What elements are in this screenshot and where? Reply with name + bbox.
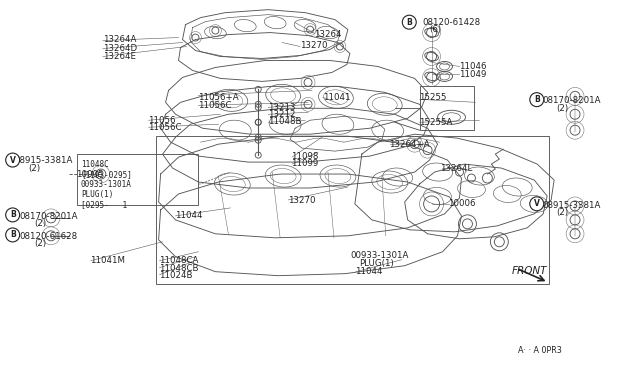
Circle shape [6,153,20,167]
Text: 13264D: 13264D [103,44,138,52]
Text: 11056C: 11056C [198,101,231,110]
Text: 13264+A: 13264+A [389,140,429,149]
Text: PLUG(1): PLUG(1) [81,190,113,199]
Text: 11048CB: 11048CB [159,264,199,273]
Text: 11024B: 11024B [159,271,193,280]
Text: (2): (2) [556,208,568,217]
Text: 10005: 10005 [76,170,104,179]
Text: 11099: 11099 [291,158,319,167]
Text: V: V [10,155,15,164]
Text: 11044: 11044 [355,267,383,276]
Text: 11056C: 11056C [148,123,181,132]
Text: 08120-61628: 08120-61628 [19,231,77,241]
Text: (2): (2) [28,164,40,173]
Text: A· · A 0PR3: A· · A 0PR3 [518,346,561,355]
Circle shape [530,197,544,211]
Text: [0295-   1: [0295- 1 [81,200,127,209]
Circle shape [6,208,20,222]
Text: 13264: 13264 [314,29,341,39]
Text: 11098: 11098 [291,152,319,161]
Text: 11041: 11041 [323,93,351,102]
Text: (2): (2) [35,219,47,228]
Text: 13264L: 13264L [440,164,472,173]
Text: 11048CA: 11048CA [159,256,198,265]
Bar [156,136,549,283]
Text: (6): (6) [429,25,442,34]
Text: 08915-3381A: 08915-3381A [14,156,72,165]
Text: 00933-1301A: 00933-1301A [351,251,409,260]
Text: (2): (2) [35,239,47,248]
Text: B: B [10,230,15,240]
Circle shape [530,93,544,107]
Text: 13270: 13270 [300,41,327,51]
Text: 13264E: 13264E [103,52,136,61]
Text: (2): (2) [556,104,568,113]
Text: 11048B: 11048B [268,117,301,126]
Text: 11046: 11046 [459,62,486,71]
Text: V: V [534,199,540,208]
Text: 11056: 11056 [148,116,175,125]
Text: 08120-61428: 08120-61428 [422,19,480,28]
Text: 15255: 15255 [419,93,446,102]
Text: [1193-0295]: [1193-0295] [81,170,132,179]
Text: 13212: 13212 [268,110,295,119]
Text: 10006: 10006 [447,199,475,208]
Text: 08915-3381A: 08915-3381A [542,201,600,210]
Text: 11048C: 11048C [81,160,109,169]
Text: B: B [10,211,15,219]
Text: FRONT: FRONT [511,266,547,276]
Circle shape [403,15,416,29]
Bar [77,154,198,205]
Text: 08170-8201A: 08170-8201A [19,212,77,221]
Text: 08170-8201A: 08170-8201A [542,96,600,105]
Text: B: B [406,18,412,27]
Text: 13264A: 13264A [103,35,136,44]
Text: 11049: 11049 [459,70,486,78]
Text: 13213: 13213 [268,103,295,112]
Text: 11041M: 11041M [90,256,125,265]
Circle shape [6,228,20,242]
Text: PLUG(1): PLUG(1) [360,259,394,267]
Text: 11044: 11044 [175,211,203,220]
Text: 00933-1301A: 00933-1301A [81,180,132,189]
Bar [420,86,474,130]
Text: 11056+A: 11056+A [198,93,238,102]
Text: 15255A: 15255A [419,119,452,128]
Text: 13270: 13270 [288,196,316,205]
Text: B: B [534,95,540,104]
